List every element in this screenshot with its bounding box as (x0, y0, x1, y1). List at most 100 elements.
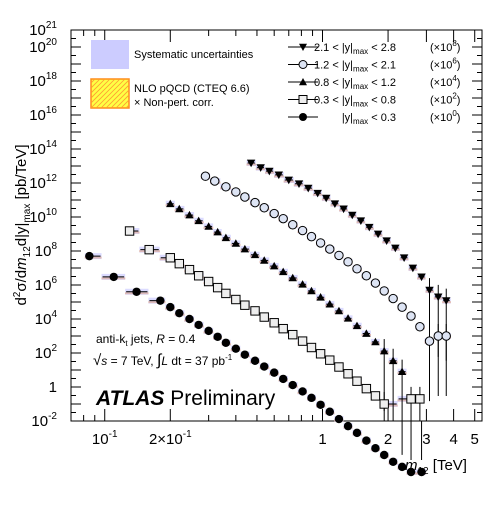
legend-nlo-swatch (90, 78, 130, 109)
data-point (156, 296, 165, 305)
data-point (334, 414, 344, 424)
data-point (269, 318, 279, 328)
data-point (265, 167, 274, 176)
y-tick-label: 1 (49, 379, 57, 396)
legend-marker (298, 60, 308, 69)
data-point (288, 380, 297, 390)
data-point (298, 280, 307, 288)
data-point (240, 244, 250, 253)
data-point (397, 462, 407, 472)
data-point (260, 256, 269, 264)
data-point (184, 264, 195, 275)
data-point (380, 346, 389, 355)
data-point (406, 467, 416, 477)
y-tick-label: 1018 (29, 71, 57, 90)
x-tick-label: 2 (384, 431, 392, 448)
data-point (325, 299, 334, 308)
data-point (339, 205, 348, 214)
data-point (425, 286, 434, 295)
data-point (221, 233, 231, 242)
data-point (194, 216, 203, 225)
data-point (352, 264, 362, 274)
data-point (269, 261, 279, 270)
data-point (166, 302, 175, 312)
y-tick-label: 1012 (29, 173, 57, 192)
legend-right: 2.1 < |y|max < 2.8 (×108) 1.2 < |y|max < 2… (288, 39, 460, 126)
y-tick-label: 108 (35, 241, 58, 260)
legend-marker (299, 78, 307, 86)
axis-ticks (71, 29, 482, 422)
data-point (442, 297, 451, 305)
x-axis-label: m12 [TeV] (405, 457, 467, 477)
legend-marker (299, 113, 307, 121)
data-point (433, 331, 443, 341)
legend-marker (299, 43, 307, 51)
data-point (352, 428, 362, 438)
data-point (313, 189, 322, 198)
data-point (399, 254, 409, 262)
data-point (185, 210, 194, 219)
data-point (193, 271, 204, 281)
data-point (343, 314, 353, 322)
data-point (250, 306, 260, 316)
data-point (391, 244, 400, 253)
data-point (279, 374, 288, 384)
data-point (371, 337, 380, 346)
data-point (174, 258, 185, 269)
legend-scale-label: (×104) (430, 74, 460, 89)
data-point (334, 362, 344, 372)
data-point (397, 302, 407, 312)
legend-scale-label: (×100) (430, 109, 460, 124)
data-point (371, 444, 380, 453)
data-point (278, 213, 288, 224)
data-point (279, 267, 288, 276)
data-point (348, 211, 357, 220)
data-point (417, 467, 426, 477)
legend-range-label: 0.8 < |y|max < 1.2 (314, 77, 396, 91)
data-point (185, 314, 194, 324)
data-point (274, 171, 284, 180)
data-point (370, 278, 381, 288)
data-point (408, 264, 418, 273)
data-point (144, 244, 154, 255)
data-point (356, 217, 366, 225)
data-point (361, 271, 372, 281)
data-point (370, 391, 381, 401)
data-point (231, 294, 241, 305)
data-point (175, 204, 184, 213)
x-tick-label: 2×10-1 (149, 429, 192, 448)
data-point (212, 282, 223, 293)
legend-nlo-label-1: NLO pQCD (CTEQ 6.6) (134, 83, 250, 95)
data-point (424, 336, 435, 346)
data-point (373, 230, 383, 239)
data-point (278, 323, 288, 334)
data-point (379, 399, 389, 409)
y-tick-label: 1010 (29, 207, 57, 226)
legend-scale-label: (×108) (430, 39, 460, 54)
data-point (221, 288, 231, 299)
data-point (246, 159, 256, 168)
data-point (269, 208, 279, 219)
y-axis-label: d2σ/dm12d|y|max [pb/TeV] (12, 144, 33, 305)
data-point (415, 322, 425, 332)
data-point (388, 457, 398, 466)
y-tick-label: 1016 (29, 105, 57, 124)
annotation-energy: √s = 7 TeV, ∫L dt = 37 pb-1 (93, 352, 233, 369)
data-point (334, 306, 344, 315)
data-point (204, 222, 213, 230)
data-point (343, 369, 353, 379)
data-point (343, 257, 353, 267)
data-point (132, 287, 141, 296)
data-point (256, 164, 265, 172)
data-point (316, 400, 325, 409)
data-point (315, 349, 326, 359)
data-point (361, 383, 372, 394)
y-tick-label: 106 (35, 275, 58, 294)
data-point (288, 273, 297, 282)
data-point (231, 187, 241, 197)
data-point (316, 293, 325, 301)
data-point (307, 393, 316, 403)
data-point (315, 238, 326, 248)
data-point (213, 332, 222, 341)
